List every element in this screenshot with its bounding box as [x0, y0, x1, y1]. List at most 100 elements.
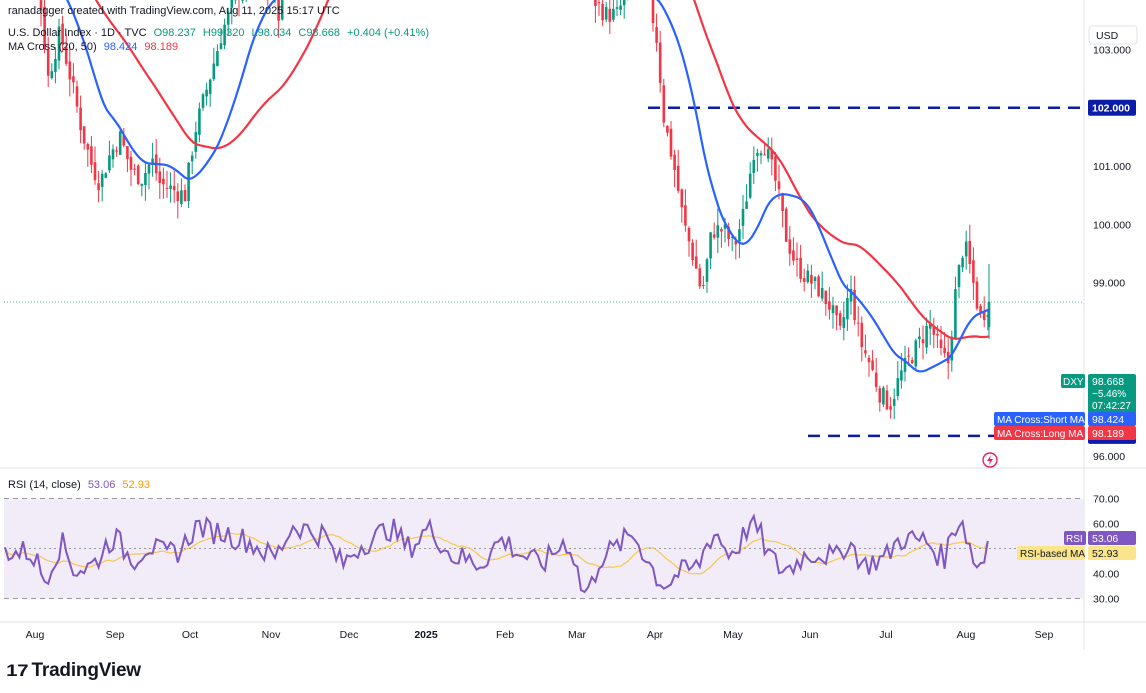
candle-body [903, 357, 907, 372]
candle [748, 162, 752, 200]
candle [964, 230, 968, 270]
badge-ma-short-label: MA Cross:Short MA [997, 415, 1085, 426]
ma-label[interactable]: MA Cross (20, 50) [8, 41, 97, 53]
candle [115, 146, 118, 157]
candle-body [846, 297, 849, 320]
candlesticks [39, 0, 991, 420]
badge-dxy-change: −5.46% [1092, 389, 1126, 400]
candle [140, 183, 144, 197]
candle [874, 357, 878, 392]
candle [979, 303, 982, 318]
candle [230, 0, 234, 25]
candle-body [720, 229, 723, 232]
candle-body [730, 236, 734, 239]
candle [274, 0, 276, 4]
candle [889, 396, 892, 419]
candle [788, 226, 792, 266]
candle [680, 188, 684, 223]
candle-body [957, 264, 961, 288]
candle [238, 0, 240, 17]
badge-ma-short: MA Cross:Short MA 98.424 [994, 412, 1136, 426]
candle-body [687, 227, 691, 242]
candle-body [698, 268, 702, 287]
candle-body [75, 86, 79, 107]
candle [817, 274, 820, 298]
time-tick-label: Oct [182, 629, 198, 641]
candle [57, 18, 61, 70]
tradingview-logo-icon: 17 [6, 661, 29, 680]
candle [136, 164, 140, 186]
candle-body [896, 378, 900, 397]
candle-body [871, 360, 874, 370]
candle [932, 317, 936, 349]
axes[interactable]: 110.000109.000108.000107.000106.000105.0… [26, 0, 1138, 641]
candle [799, 244, 802, 283]
candle-body [669, 128, 673, 157]
candle-body [190, 155, 194, 162]
candle [108, 140, 111, 173]
candle [738, 219, 741, 258]
symbol-name[interactable]: U.S. Dollar Index · 1D · TVC [8, 27, 147, 39]
rsi-ma-value: 52.93 [122, 479, 150, 491]
candle-body [680, 189, 684, 208]
tradingview-logo[interactable]: 17 TradingView [6, 660, 141, 682]
candle [46, 36, 50, 88]
candle [741, 194, 745, 240]
candle [90, 136, 93, 173]
candle-body [961, 257, 964, 268]
candle [892, 388, 896, 420]
ma-long-line [94, 0, 990, 340]
candle-body [810, 274, 813, 284]
badge-rsi-value: 53.06 [1092, 533, 1118, 545]
candle [759, 150, 763, 165]
price-badges: 108.000102.00096.370DXY98.668−5.46%07:42… [982, 99, 1136, 560]
time-tick-label: Feb [496, 629, 514, 641]
time-tick-label: 2025 [414, 629, 438, 641]
candle [756, 148, 759, 172]
rsi-line [4, 513, 989, 594]
candle [169, 172, 172, 203]
candle [86, 142, 90, 167]
candle-body [856, 322, 860, 324]
badge-rsi-ma-value: 52.93 [1092, 548, 1118, 560]
candle [61, 15, 64, 53]
candle-body [853, 289, 856, 320]
rsi-tick-label: 40.00 [1093, 569, 1119, 581]
candle-body [169, 185, 172, 190]
candle [975, 276, 979, 311]
rsi-label[interactable]: RSI (14, close) [8, 479, 81, 491]
candle-body [104, 173, 108, 178]
time-tick-label: May [723, 629, 744, 641]
candle-body [212, 63, 216, 80]
ohlc-open: O98.237 [153, 27, 196, 39]
candle [82, 126, 86, 150]
candle-body [975, 281, 979, 309]
candle-body [50, 71, 54, 79]
time-tick-label: Sep [106, 629, 125, 641]
candle [831, 296, 835, 329]
candle [896, 361, 900, 401]
candle [619, 0, 622, 16]
candle-body [72, 76, 75, 83]
candle [118, 128, 122, 155]
candle-body [788, 239, 792, 254]
candle [147, 162, 151, 190]
time-tick-label: Aug [957, 629, 976, 641]
candle-body [176, 191, 180, 202]
candle [745, 184, 748, 210]
candle-body [194, 132, 198, 152]
candle [104, 171, 108, 179]
price-tick-label: 99.000 [1093, 278, 1125, 290]
time-tick-label: Aug [26, 629, 45, 641]
candle-body [813, 277, 817, 282]
candle [712, 222, 716, 240]
candle-body [115, 150, 118, 152]
candle-body [694, 256, 698, 269]
ma-short-line [66, 0, 990, 373]
candle [684, 189, 687, 232]
candle-body [752, 159, 756, 174]
candle [180, 178, 183, 208]
candle [954, 276, 957, 340]
candle-body [223, 24, 226, 46]
